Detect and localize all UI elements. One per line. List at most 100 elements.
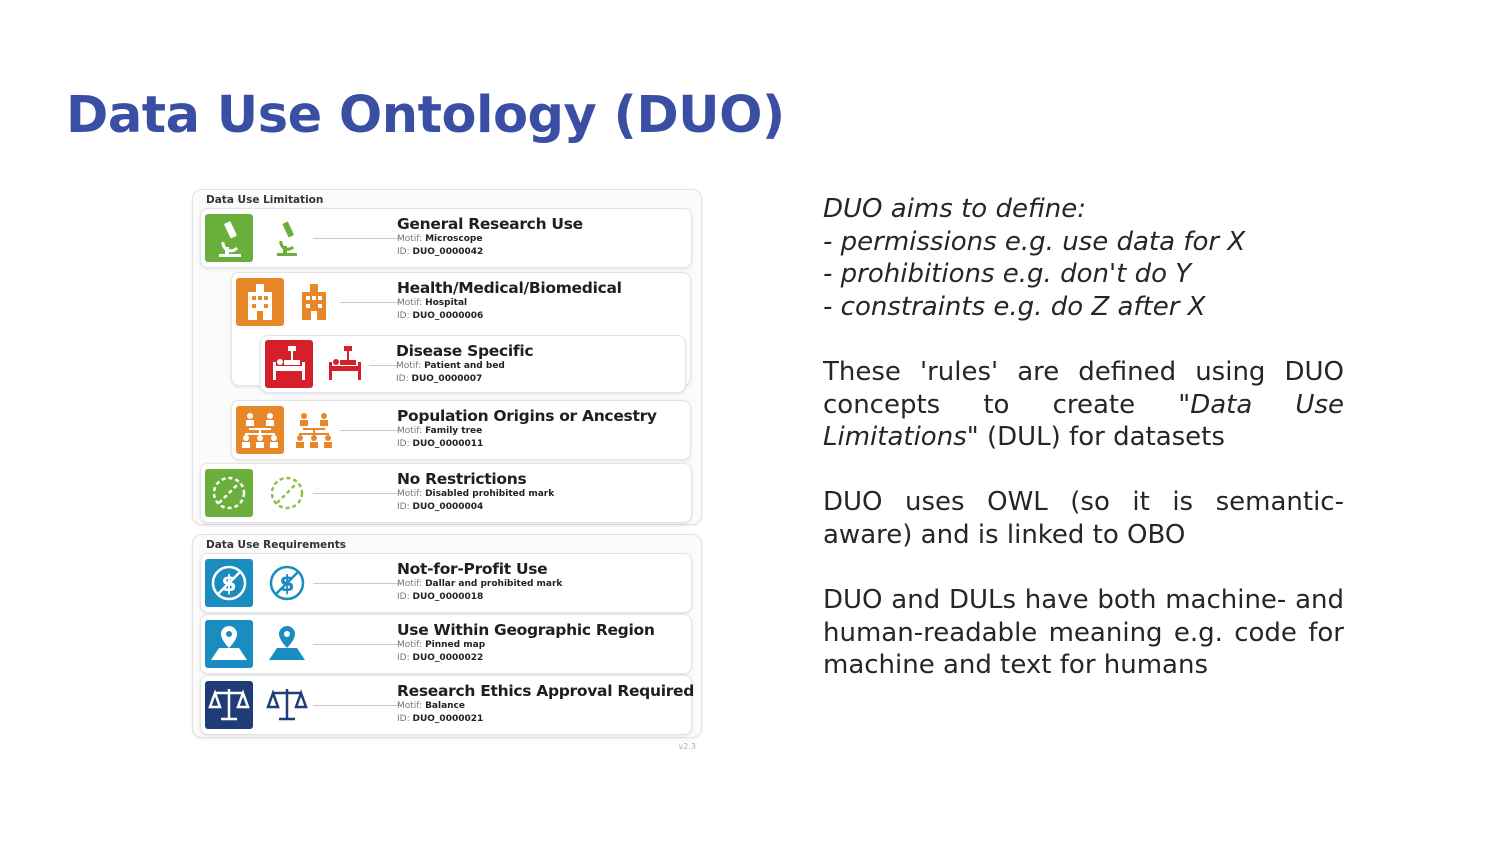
duo-name: General Research Use bbox=[397, 215, 583, 233]
family-tree-icon bbox=[292, 408, 336, 452]
requirements-section: Data Use Requirements $ $ Not-for-Profit… bbox=[192, 534, 702, 738]
motif-value: Pinned map bbox=[425, 640, 486, 650]
leader-line bbox=[340, 302, 400, 303]
leader-line bbox=[340, 430, 400, 431]
version-label: v2.3 bbox=[678, 742, 696, 751]
aims-block: DUO aims to define: - permissions e.g. u… bbox=[823, 193, 1344, 323]
aims-bullet: - permissions e.g. use data for X bbox=[823, 226, 1246, 257]
limitation-section-title: Data Use Limitation bbox=[206, 194, 324, 206]
microscope-icon bbox=[205, 214, 253, 262]
dollar-prohibited-icon: $ bbox=[205, 559, 253, 607]
pinned-map-icon bbox=[205, 620, 253, 668]
rules-text-em: Data Use Limitations bbox=[823, 389, 1345, 453]
duo-health-medical: Health/Medical/Biomedical Motif: Hospita… bbox=[231, 272, 691, 393]
duo-figure: Data Use Limitation General Research Use… bbox=[192, 189, 702, 755]
duo-name: Not-for-Profit Use bbox=[397, 560, 548, 578]
duo-label: Research Ethics Approval Required Motif:… bbox=[397, 682, 697, 725]
id-value: DUO_0000042 bbox=[412, 246, 484, 257]
motif-key: Motif: bbox=[397, 701, 423, 711]
rules-text-b: " (DUL) for datasets bbox=[966, 422, 1225, 453]
motif-value: Balance bbox=[425, 701, 465, 711]
limitation-section: Data Use Limitation General Research Use… bbox=[192, 189, 702, 525]
duo-label: General Research Use Motif: Microscope I… bbox=[397, 215, 697, 258]
pinned-map-icon bbox=[265, 622, 309, 666]
aims-bullet: - constraints e.g. do Z after X bbox=[823, 291, 1206, 322]
id-key: ID: bbox=[397, 310, 410, 321]
motif-key: Motif: bbox=[397, 298, 423, 308]
aims-intro: DUO aims to define: bbox=[823, 194, 1086, 224]
motif-key: Motif: bbox=[397, 426, 423, 436]
svg-text:$: $ bbox=[221, 572, 236, 597]
duo-name: Use Within Geographic Region bbox=[397, 621, 655, 639]
duo-label: Health/Medical/Biomedical Motif: Hospita… bbox=[397, 279, 697, 322]
duo-name: Population Origins or Ancestry bbox=[397, 407, 657, 425]
aims-bullet: - prohibitions e.g. don't do Y bbox=[823, 259, 1192, 290]
balance-icon bbox=[205, 681, 253, 729]
patient-bed-icon bbox=[265, 340, 313, 388]
duo-population-origins: Population Origins or Ancestry Motif: Fa… bbox=[231, 400, 691, 460]
id-key: ID: bbox=[397, 501, 410, 512]
id-value: DUO_0000021 bbox=[412, 713, 484, 724]
motif-value: Patient and bed bbox=[424, 361, 505, 371]
slide-title: Data Use Ontology (DUO) bbox=[66, 86, 785, 145]
leader-line bbox=[313, 493, 401, 494]
id-key: ID: bbox=[397, 438, 410, 449]
leader-line bbox=[369, 365, 399, 366]
id-key: ID: bbox=[397, 246, 410, 257]
duo-no-restrictions: No Restrictions Motif: Disabled prohibit… bbox=[200, 463, 692, 523]
duo-geographic-region: Use Within Geographic Region Motif: Pinn… bbox=[200, 614, 692, 674]
duo-label: Not-for-Profit Use Motif: Dallar and pro… bbox=[397, 560, 697, 603]
motif-value: Dallar and prohibited mark bbox=[425, 579, 563, 589]
requirements-section-title: Data Use Requirements bbox=[206, 539, 347, 551]
motif-key: Motif: bbox=[396, 361, 422, 371]
id-key: ID: bbox=[397, 652, 410, 663]
description-text: DUO aims to define: - permissions e.g. u… bbox=[823, 193, 1344, 715]
rules-text-a: These 'rules' are defined using DUO conc… bbox=[823, 356, 1344, 420]
id-value: DUO_0000011 bbox=[412, 438, 484, 449]
id-value: DUO_0000007 bbox=[411, 373, 483, 384]
motif-value: Disabled prohibited mark bbox=[425, 489, 555, 499]
svg-text:$: $ bbox=[279, 572, 294, 597]
motif-key: Motif: bbox=[397, 640, 423, 650]
microscope-icon bbox=[265, 216, 309, 260]
motif-value: Hospital bbox=[425, 298, 468, 308]
motif-key: Motif: bbox=[397, 234, 423, 244]
id-key: ID: bbox=[397, 713, 410, 724]
duo-disease-specific: Disease Specific Motif: Patient and bed … bbox=[260, 335, 686, 393]
motif-key: Motif: bbox=[397, 579, 423, 589]
motif-value: Microscope bbox=[425, 234, 483, 244]
duo-name: No Restrictions bbox=[397, 470, 527, 488]
dollar-prohibited-icon: $ bbox=[265, 561, 309, 605]
patient-bed-icon bbox=[323, 342, 367, 386]
id-key: ID: bbox=[397, 591, 410, 602]
hospital-icon bbox=[236, 278, 284, 326]
motif-key: Motif: bbox=[397, 489, 423, 499]
duo-label: Population Origins or Ancestry Motif: Fa… bbox=[397, 407, 697, 450]
duo-not-for-profit: $ $ Not-for-Profit Use Motif: Dallar and… bbox=[200, 553, 692, 613]
disabled-prohibited-icon bbox=[205, 469, 253, 517]
rules-paragraph: These 'rules' are defined using DUO conc… bbox=[823, 356, 1344, 454]
id-value: DUO_0000006 bbox=[412, 310, 484, 321]
duo-ethics-approval: Research Ethics Approval Required Motif:… bbox=[200, 675, 694, 735]
id-value: DUO_0000018 bbox=[412, 591, 484, 602]
leader-line bbox=[313, 583, 401, 584]
family-tree-icon bbox=[236, 406, 284, 454]
duo-name: Disease Specific bbox=[396, 342, 534, 360]
duo-label: No Restrictions Motif: Disabled prohibit… bbox=[397, 470, 697, 513]
balance-icon bbox=[265, 683, 309, 727]
id-value: DUO_0000004 bbox=[412, 501, 484, 512]
duo-general-research-use: General Research Use Motif: Microscope I… bbox=[200, 208, 692, 268]
owl-paragraph: DUO uses OWL (so it is semantic-aware) a… bbox=[823, 487, 1344, 550]
leader-line bbox=[313, 705, 401, 706]
id-value: DUO_0000022 bbox=[412, 652, 484, 663]
leader-line bbox=[313, 238, 401, 239]
duo-name: Research Ethics Approval Required bbox=[397, 682, 695, 700]
machine-human-paragraph: DUO and DULs have both machine- and huma… bbox=[823, 585, 1344, 681]
disabled-prohibited-icon bbox=[265, 471, 309, 515]
leader-line bbox=[313, 644, 401, 645]
duo-label: Disease Specific Motif: Patient and bed … bbox=[396, 342, 696, 385]
hospital-icon bbox=[292, 280, 336, 324]
id-key: ID: bbox=[396, 373, 409, 384]
duo-label: Use Within Geographic Region Motif: Pinn… bbox=[397, 621, 697, 664]
motif-value: Family tree bbox=[425, 426, 483, 436]
